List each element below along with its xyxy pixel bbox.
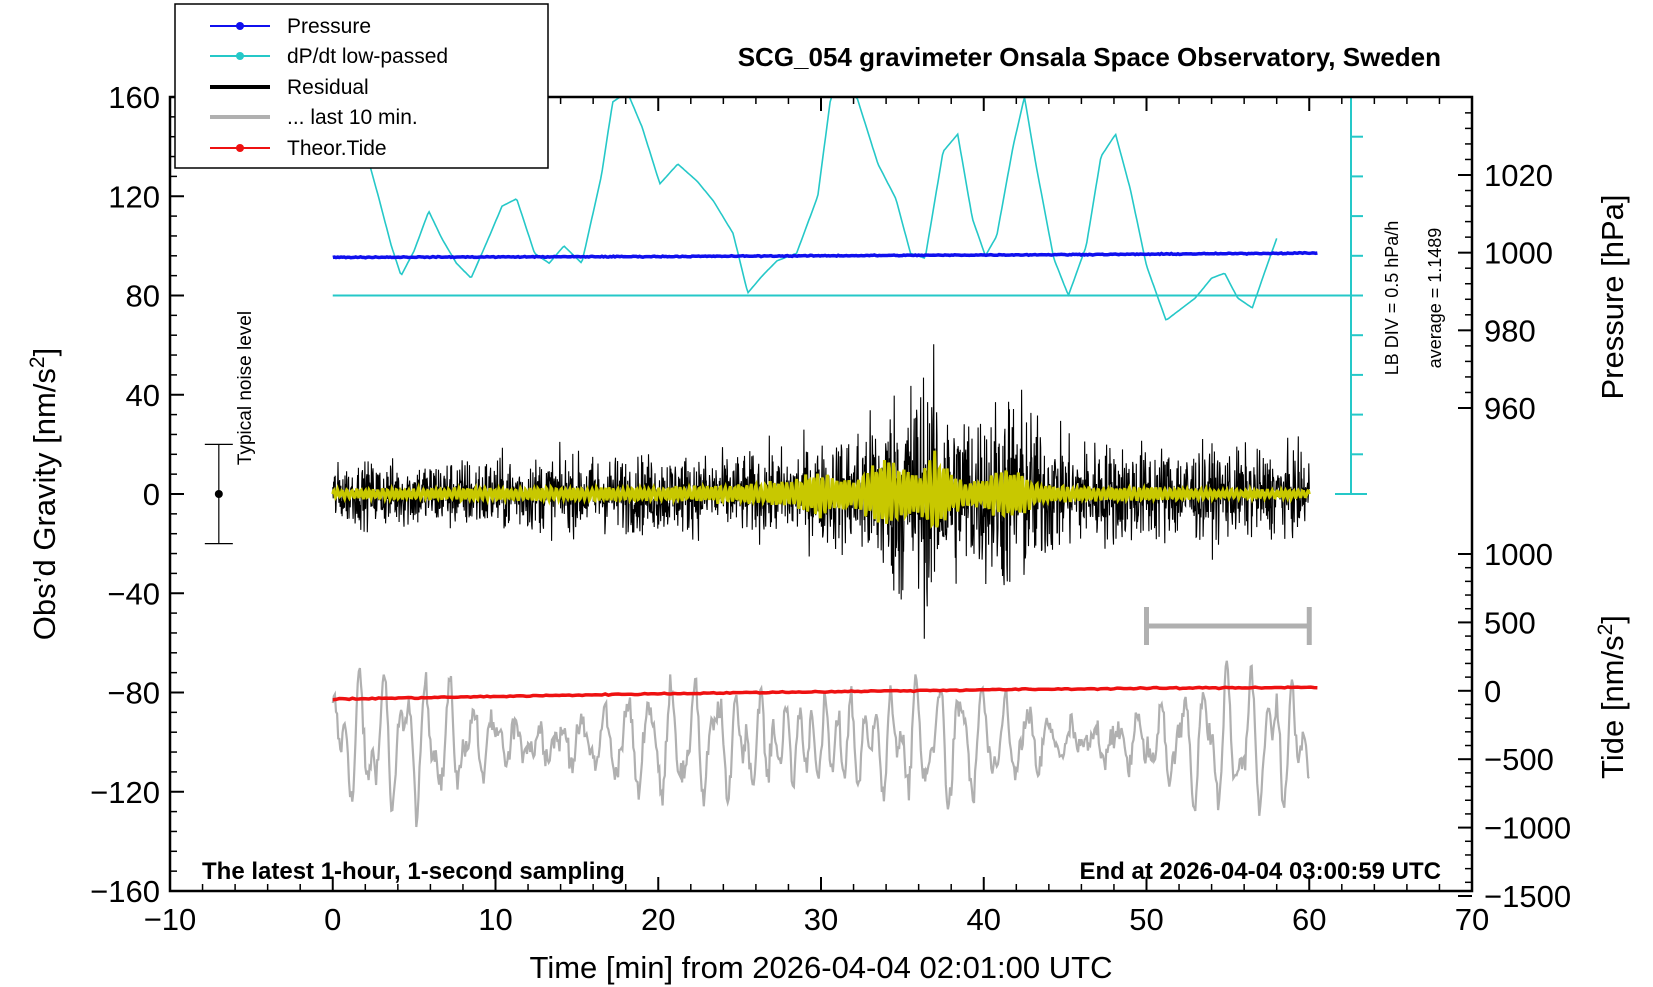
pressure-tick-label: 1000 xyxy=(1484,236,1553,271)
legend-marker-tide xyxy=(236,144,244,152)
y-tick-label: 120 xyxy=(108,179,160,214)
legend-label-last10: ... last 10 min. xyxy=(287,106,418,129)
legend-label-pressure: Pressure xyxy=(287,15,371,38)
tide-tick-label: −1000 xyxy=(1484,811,1571,846)
plot-frame xyxy=(168,95,1474,893)
sampling-note: The latest 1-hour, 1-second sampling xyxy=(202,858,625,885)
y-axis-label-pressure: Pressure [hPa] xyxy=(1595,194,1630,399)
x-tick-label: 70 xyxy=(1455,902,1489,937)
y-tick-label: −40 xyxy=(107,576,160,611)
legend-label-tide: Theor.Tide xyxy=(287,137,387,160)
x-tick-label: 0 xyxy=(324,902,341,937)
y-tick-label: −160 xyxy=(90,874,160,909)
y-tick-label: 0 xyxy=(143,477,160,512)
x-tick-label: 30 xyxy=(804,902,838,937)
legend-marker-dpdt xyxy=(236,52,244,60)
x-tick-label: −10 xyxy=(144,902,197,937)
x-axis-ticks: −10 0 10 20 30 40 50 60 70 xyxy=(144,97,1489,937)
series-layer xyxy=(204,96,1367,828)
tide-tick-label: 0 xyxy=(1484,674,1501,709)
lowpass-residual-series-line xyxy=(331,450,1311,529)
tide-tick-label: 500 xyxy=(1484,605,1536,640)
tide-tick-label: −1500 xyxy=(1484,879,1571,914)
legend-label-dpdt: dP/dt low-passed xyxy=(287,45,448,68)
pressure-tick-label: 980 xyxy=(1484,313,1536,348)
tide-tick-label: −500 xyxy=(1484,742,1554,777)
end-time-note: End at 2026-04-04 03:00:59 UTC xyxy=(1080,858,1442,885)
y-axis-label-left: Obs’d Gravity [nm/s2] xyxy=(26,348,63,641)
x-tick-label: 60 xyxy=(1292,902,1326,937)
y-tick-label: −80 xyxy=(107,676,160,711)
x-tick-label: 50 xyxy=(1129,902,1163,937)
x-axis-label: Time [min] from 2026-04-04 02:01:00 UTC xyxy=(530,950,1113,985)
lb-div-label: LB DIV = 0.5 hPa/h xyxy=(1382,221,1402,376)
x-tick-label: 40 xyxy=(967,902,1001,937)
chart-title: SCG_054 gravimeter Onsala Space Observat… xyxy=(738,42,1441,72)
y-tick-label: 40 xyxy=(126,378,160,413)
noise-level-dot xyxy=(214,490,223,498)
dpdt-series-line xyxy=(364,96,1278,321)
y-axis-ticks: 160 120 80 40 0 −40 −80 −120 −160 1020 1000 980 960 1… xyxy=(90,80,1571,914)
legend: Pressure dP/dt low-passed Residual ... l… xyxy=(174,3,549,169)
y-axis-label-tide: Tide [nm/s2] xyxy=(1594,615,1631,779)
y-tick-label: −120 xyxy=(90,775,160,810)
pressure-tick-label: 1020 xyxy=(1484,158,1553,193)
x-tick-label: 20 xyxy=(641,902,675,937)
y-tick-label: 80 xyxy=(126,279,160,314)
tide-tick-label: 1000 xyxy=(1484,537,1553,572)
pressure-series-line xyxy=(332,250,1318,260)
legend-label-residual: Residual xyxy=(287,76,369,99)
last10-series-line xyxy=(331,660,1310,828)
pressure-tick-label: 960 xyxy=(1484,391,1536,426)
legend-marker-pressure xyxy=(236,22,244,30)
tide-series-line xyxy=(332,685,1318,702)
average-label: average = 1.1489 xyxy=(1425,228,1445,369)
y-tick-label: 160 xyxy=(108,80,160,115)
noise-level-label: Typical noise level xyxy=(235,311,256,465)
x-tick-label: 10 xyxy=(478,902,512,937)
